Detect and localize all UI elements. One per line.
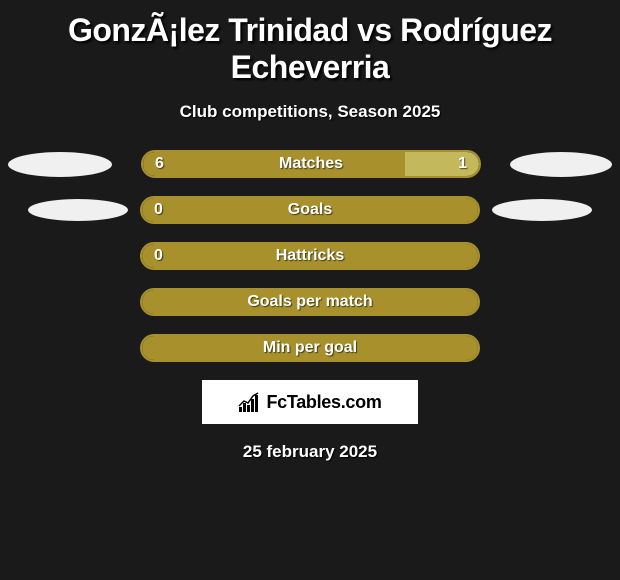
- comparison-widget: GonzÃ¡lez Trinidad vs Rodríguez Echeverr…: [0, 0, 620, 470]
- subtitle: Club competitions, Season 2025: [0, 102, 620, 122]
- logo-text: FcTables.com: [266, 392, 381, 413]
- stat-row: Goals per match: [8, 288, 612, 316]
- avatar-right: [492, 199, 592, 221]
- stat-label: Hattricks: [276, 247, 344, 265]
- avatar-left: [8, 152, 112, 177]
- stat-label: Goals: [288, 201, 332, 219]
- avatar-right: [510, 152, 612, 177]
- stat-bar: 0Hattricks: [140, 242, 480, 270]
- stat-label: Min per goal: [263, 339, 357, 357]
- stats-area: 61Matches 0Goals 0Hattricks Goals per match…: [0, 150, 620, 362]
- stat-label: Goals per match: [247, 293, 372, 311]
- stat-bar: Goals per match: [140, 288, 480, 316]
- page-title: GonzÃ¡lez Trinidad vs Rodríguez Echeverr…: [0, 12, 620, 86]
- stat-row: 61Matches: [8, 150, 612, 178]
- stat-bar: Min per goal: [140, 334, 480, 362]
- stat-row: 0Hattricks: [8, 242, 612, 270]
- stat-bar: 61Matches: [141, 150, 481, 178]
- date-label: 25 february 2025: [0, 442, 620, 462]
- stat-label: Matches: [279, 155, 343, 173]
- logo-chart-icon: [238, 392, 260, 412]
- logo-box: FcTables.com: [202, 380, 418, 424]
- avatar-left: [28, 199, 128, 221]
- stat-bar: 0Goals: [140, 196, 480, 224]
- stat-row: Min per goal: [8, 334, 612, 362]
- stat-row: 0Goals: [8, 196, 612, 224]
